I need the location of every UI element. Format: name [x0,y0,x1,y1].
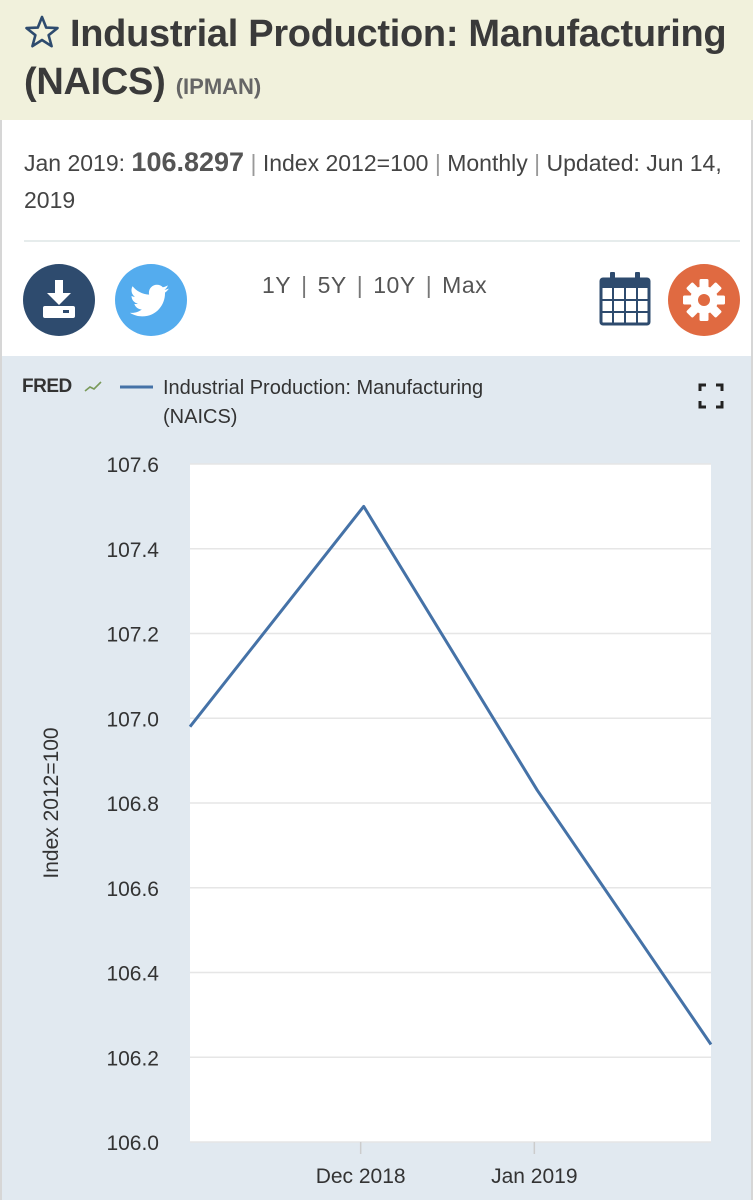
y-tick-label: 107.0 [106,708,159,731]
series-id: (IPMAN) [175,74,262,99]
range-separator: | [301,272,308,298]
page-title: Industrial Production: Manufacturing (NA… [24,10,744,111]
observation-date: Jan 2019: [24,150,126,176]
legend-label-line-2: (NAICS) [163,406,237,428]
separator: | [534,150,541,176]
download-button[interactable] [23,264,95,336]
y-tick-label: 107.6 [106,454,159,477]
chart-area: FRED Industrial Production: Manufacturin… [2,356,751,1200]
settings-button[interactable] [668,264,740,336]
y-tick-label: 106.8 [106,793,159,816]
fullscreen-icon[interactable] [698,383,724,409]
fred-logo-mark [84,381,102,392]
download-icon [43,280,75,318]
x-tick-label: Dec 2018 [316,1165,406,1188]
separator: | [250,150,257,176]
date-range-selector: 1Y | 5Y | 10Y | Max [262,272,487,299]
y-axis-label: Index 2012=100 [40,727,63,878]
observation-value: 106.8297 [131,147,245,177]
separator: | [434,150,441,176]
range-separator: | [356,272,364,298]
y-axis: 106.0 106.2 106.4 106.6 106.8 107.0 107.2 107.4… [106,454,159,1155]
frequency: Monthly [447,150,528,176]
y-tick-label: 106.2 [106,1047,159,1070]
units: Index 2012=100 [262,150,429,176]
fred-logo-text: FRED [22,376,72,397]
twitter-icon [129,284,169,317]
x-axis: Dec 2018 Jan 2019 [316,1142,578,1188]
updated-date: Jun 14, 2019 [24,150,722,213]
fred-logo: FRED [22,376,102,397]
divider [24,240,740,242]
line-chart: FRED Industrial Production: Manufacturin… [22,376,724,1188]
gear-icon [683,279,725,321]
series-meta: Jan 2019: 106.8297 | Index 2012=100 | Mo… [24,144,724,219]
x-tick-label: Jan 2019 [491,1165,577,1188]
legend-label-line-1: Industrial Production: Manufacturing [163,377,483,399]
range-separator: | [425,272,433,298]
gridlines [190,463,711,1143]
y-tick-label: 107.2 [106,624,159,647]
star-outline-icon[interactable] [24,14,60,50]
updated-label: Updated: [546,150,640,176]
range-max[interactable]: Max [442,272,488,298]
range-5y[interactable]: 5Y [317,272,347,298]
series-line [188,504,713,1046]
twitter-share-button[interactable] [115,264,187,336]
y-tick-label: 107.4 [106,539,159,562]
calendar-icon[interactable] [598,270,652,328]
y-tick-label: 106.6 [106,878,159,901]
series-title: Industrial Production: Manufacturing (NA… [24,13,727,103]
y-tick-label: 106.4 [106,963,159,986]
range-10y[interactable]: 10Y [373,272,416,298]
range-1y[interactable]: 1Y [262,272,292,298]
y-tick-label: 106.0 [106,1132,159,1155]
series-header: Industrial Production: Manufacturing (NA… [0,0,753,120]
